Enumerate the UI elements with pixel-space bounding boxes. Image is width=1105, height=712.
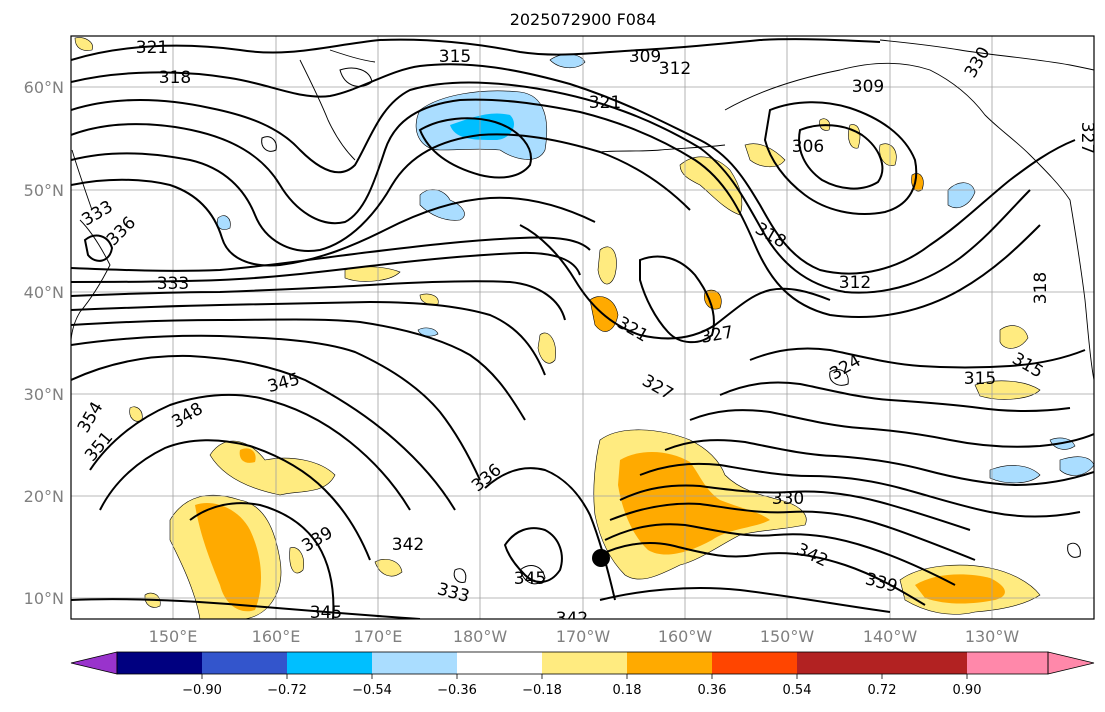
contour-label: 312 bbox=[659, 59, 691, 79]
latitude-labels: 60°N 50°N 40°N 30°N 20°N 10°N bbox=[24, 78, 64, 608]
contour-label: 342 bbox=[556, 609, 588, 629]
contour-label: 327 bbox=[1077, 122, 1097, 154]
colorbar-segment bbox=[287, 652, 372, 674]
colorbar-tick-label: −0.90 bbox=[182, 683, 222, 698]
colorbar-segment bbox=[797, 652, 882, 674]
contour-label: 318 bbox=[1031, 272, 1051, 304]
contour-label: 312 bbox=[839, 273, 871, 293]
colorbar-extend-high bbox=[1047, 651, 1095, 675]
lon-label: 130°W bbox=[965, 627, 1020, 646]
lon-label: 150°W bbox=[760, 627, 815, 646]
lon-label: 160°E bbox=[252, 627, 301, 646]
lat-label: 40°N bbox=[24, 283, 64, 302]
coastlines bbox=[71, 39, 1094, 381]
map-title: 2025072900 F084 bbox=[510, 10, 657, 29]
colorbar-extend-low bbox=[70, 651, 118, 675]
contour-label: 315 bbox=[439, 47, 471, 67]
lat-label: 20°N bbox=[24, 487, 64, 506]
lon-label: 170°W bbox=[556, 627, 611, 646]
lat-label: 30°N bbox=[24, 385, 64, 404]
colorbar-segment bbox=[712, 652, 797, 674]
contour-label: 345 bbox=[514, 569, 546, 589]
contour-label: 345 bbox=[310, 603, 342, 623]
colorbar: −0.90 −0.72 −0.54 −0.36 −0.18 0.18 0.36 … bbox=[70, 651, 1095, 698]
colorbar-tick-label: −0.18 bbox=[522, 683, 562, 698]
colorbar-segment bbox=[882, 652, 967, 674]
colorbar-segment bbox=[457, 652, 542, 674]
longitude-labels: 150°E 160°E 170°E 180°W 170°W 160°W 150°… bbox=[149, 627, 1020, 646]
contour-label: 306 bbox=[792, 137, 824, 157]
lon-label: 180°W bbox=[453, 627, 508, 646]
colorbar-segment bbox=[967, 652, 1048, 674]
contour-label: 309 bbox=[629, 47, 661, 67]
colorbar-segment bbox=[202, 652, 287, 674]
colorbar-tick-label: 0.54 bbox=[783, 683, 812, 698]
colorbar-segment bbox=[372, 652, 457, 674]
colorbar-tick-label: 0.72 bbox=[868, 683, 897, 698]
colorbar-segment bbox=[627, 652, 712, 674]
lat-label: 10°N bbox=[24, 589, 64, 608]
colorbar-tick-label: −0.72 bbox=[267, 683, 307, 698]
contour-label: 315 bbox=[964, 369, 996, 389]
geopotential-contours bbox=[71, 38, 1094, 619]
colorbar-tick-label: −0.54 bbox=[352, 683, 392, 698]
lon-label: 170°E bbox=[354, 627, 403, 646]
contour-label: 318 bbox=[159, 68, 191, 88]
storm-position-dot bbox=[592, 549, 610, 567]
lon-label: 140°W bbox=[863, 627, 918, 646]
colorbar-tick-label: 0.36 bbox=[698, 683, 727, 698]
contour-label: 342 bbox=[392, 535, 424, 555]
contour-label: 333 bbox=[157, 274, 189, 294]
lat-label: 50°N bbox=[24, 181, 64, 200]
map-area: 321 318 315 309 312 309 321 306 327 330 … bbox=[71, 36, 1097, 629]
lat-label: 60°N bbox=[24, 78, 64, 97]
colorbar-tick-label: −0.36 bbox=[437, 683, 477, 698]
map-frame bbox=[70, 35, 1095, 620]
colorbar-tick-label: 0.18 bbox=[613, 683, 642, 698]
contour-label: 309 bbox=[852, 77, 884, 97]
colorbar-tick-label: 0.90 bbox=[953, 683, 982, 698]
colorbar-segment bbox=[542, 652, 627, 674]
lon-label: 160°W bbox=[658, 627, 713, 646]
colorbar-segment bbox=[117, 652, 202, 674]
thin-contours bbox=[261, 67, 1081, 585]
lon-label: 150°E bbox=[149, 627, 198, 646]
contour-label: 330 bbox=[772, 489, 804, 509]
contour-label: 321 bbox=[136, 38, 168, 58]
contour-label: 321 bbox=[589, 93, 621, 113]
